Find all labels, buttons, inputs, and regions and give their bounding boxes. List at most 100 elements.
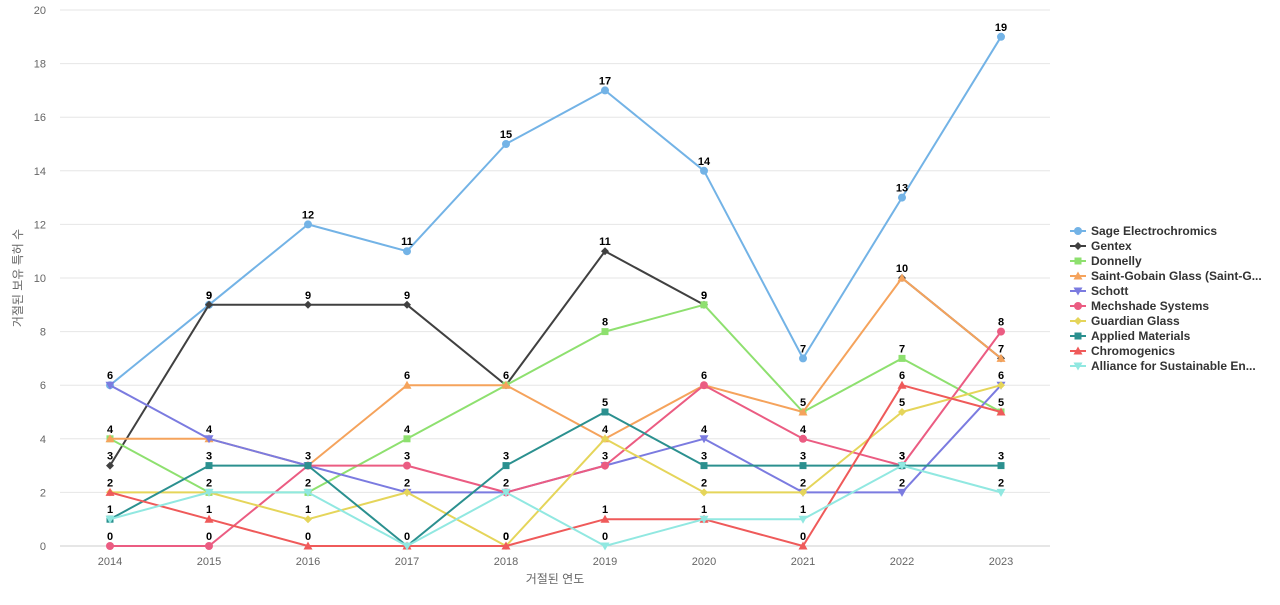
data-point [501,380,511,389]
legend-item-gentex[interactable]: Gentex [1070,239,1132,253]
data-point [997,381,1005,390]
data-point [700,166,708,175]
data-label: 3 [899,451,905,463]
data-point [601,434,609,443]
legend-marker [1073,362,1083,371]
data-label: 1 [206,504,212,516]
series-line [109,384,1002,547]
data-label: 2 [107,477,113,489]
data-label: 9 [206,290,212,302]
data-label: 2 [899,477,905,489]
data-label: 3 [800,451,806,463]
y-tick-label: 18 [34,59,46,71]
series-guardian-glass [106,381,1005,550]
y-tick-label: 0 [40,541,46,553]
data-label: 2 [206,477,212,489]
legend-marker [1073,346,1083,355]
data-label: 11 [401,236,413,248]
data-point [700,381,708,390]
x-tick-label: 2016 [296,556,320,568]
data-point [402,542,412,551]
legend-label: Alliance for Sustainable En... [1091,359,1256,373]
data-point [105,381,115,390]
data-label: 9 [305,290,311,302]
data-label: 4 [602,424,609,436]
legend-item-sage-electrochromics[interactable]: Sage Electrochromics [1070,224,1217,238]
data-label: 8 [998,317,1004,329]
legend-marker [1074,242,1082,250]
data-label: 0 [107,531,113,543]
legend-item-guardian-glass[interactable]: Guardian Glass [1070,314,1180,328]
data-label: 6 [107,370,113,382]
legend: Sage ElectrochromicsGentexDonnellySaint-… [1070,224,1262,373]
data-point [996,488,1006,497]
data-label: 17 [599,75,611,87]
y-tick-label: 6 [40,380,46,392]
legend-label: Applied Materials [1091,329,1191,343]
data-label: 7 [998,343,1004,355]
x-axis-title: 거절된 연도 [526,572,585,586]
legend-item-alliance-for-sustainable-en[interactable]: Alliance for Sustainable En... [1070,359,1256,373]
legend-marker [1073,287,1083,296]
legend-item-applied-materials[interactable]: Applied Materials [1070,329,1191,343]
data-point [700,462,708,470]
series-group [105,32,1006,551]
data-label: 5 [602,397,608,409]
y-tick-label: 20 [34,5,46,17]
data-label: 3 [701,451,707,463]
data-label: 1 [800,504,806,516]
legend-item-saint-gobain-glass-saint-g[interactable]: Saint-Gobain Glass (Saint-G... [1070,269,1262,283]
data-point [898,354,906,362]
x-tick-label: 2017 [395,556,419,568]
legend-label: Chromogenics [1091,344,1175,358]
data-label: 10 [896,263,908,275]
data-point [601,408,609,416]
data-point [502,140,510,148]
data-point [700,301,708,309]
x-tick-label: 2014 [98,556,122,568]
data-point [403,300,411,309]
legend-item-schott[interactable]: Schott [1070,284,1128,298]
data-label: 0 [206,531,212,543]
data-label: 4 [701,424,708,436]
legend-label: Guardian Glass [1091,314,1180,328]
data-label: 14 [698,156,711,168]
data-point [403,247,411,256]
data-point [897,462,907,471]
data-point [600,542,610,551]
legend-item-donnelly[interactable]: Donnelly [1070,254,1142,268]
series-line [109,303,1002,494]
data-label: 3 [602,451,608,463]
legend-label: Saint-Gobain Glass (Saint-G... [1091,269,1262,283]
data-point [601,461,609,470]
data-point [403,461,411,470]
legend-item-mechshade-systems[interactable]: Mechshade Systems [1070,299,1209,313]
legend-label: Donnelly [1091,254,1142,268]
data-label: 3 [107,451,113,463]
data-point [799,462,807,470]
data-label: 0 [404,531,410,543]
series-alliance-for-sustainable-en [105,462,1006,551]
data-label: 4 [107,424,114,436]
x-tick-label: 2020 [692,556,716,568]
data-point [799,354,807,363]
y-axis: 0 2 4 6 8 10 12 14 16 18 20 [34,5,46,553]
data-point [799,488,807,497]
data-point [205,542,213,550]
data-point [204,435,214,444]
y-tick-label: 4 [40,434,46,446]
data-point [997,32,1005,41]
y-tick-label: 16 [34,112,46,124]
data-label: 5 [800,397,806,409]
data-point [204,514,214,523]
data-point [699,435,709,444]
data-label: 1 [107,504,113,516]
data-label: 3 [998,451,1004,463]
legend-label: Schott [1091,284,1128,298]
data-point [402,380,412,389]
legend-item-chromogenics[interactable]: Chromogenics [1070,344,1175,358]
series-donnelly [106,301,1005,496]
data-point [897,273,907,282]
data-point [105,487,115,496]
